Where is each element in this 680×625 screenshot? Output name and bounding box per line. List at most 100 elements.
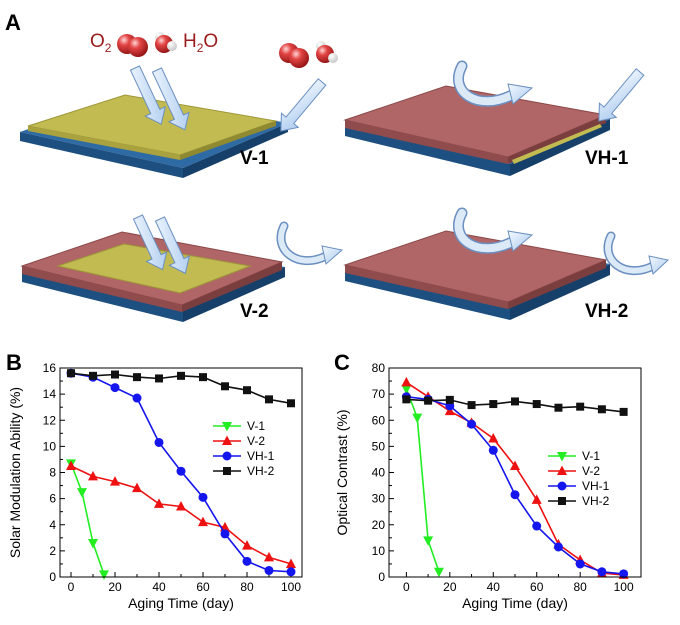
- plot-frame: [59, 367, 303, 578]
- data-point-vh-2: [467, 401, 476, 410]
- data-point-vh-1: [176, 466, 186, 476]
- data-point-vh-2: [199, 373, 207, 382]
- y-tick-label: 0: [378, 570, 385, 584]
- legend-label-v-1: V-1: [247, 419, 265, 433]
- legend: V-1V-2VH-1VH-2: [213, 419, 275, 478]
- data-point-vh-1: [110, 383, 120, 393]
- data-point-v-1: [412, 413, 423, 424]
- data-point-vh-1: [154, 437, 164, 447]
- film-label-vh1: VH-1: [585, 148, 629, 169]
- plot-frame: [388, 367, 642, 578]
- data-point-vh-1: [597, 567, 607, 577]
- data-point-vh-1: [488, 445, 498, 455]
- y-axis-label: Solar Modulation Ability (%): [7, 387, 23, 558]
- h2o-label: H2O: [183, 31, 218, 55]
- data-point-vh-1: [132, 393, 142, 403]
- data-point-vh-2: [243, 386, 251, 395]
- data-point-v-1: [433, 567, 444, 578]
- deflect-arrow-icon: [453, 207, 534, 254]
- data-point-v-2: [198, 516, 208, 527]
- data-point-v-2: [510, 460, 520, 470]
- data-point-vh-2: [554, 403, 563, 412]
- data-point-vh-1: [264, 565, 274, 575]
- legend-marker-v-2: [222, 435, 232, 445]
- y-tick-label: 2: [49, 544, 56, 558]
- y-tick-label: 60: [372, 413, 386, 427]
- film-label-v1: V-1: [240, 148, 269, 169]
- y-tick-label: 0: [49, 570, 56, 584]
- data-point-vh-2: [265, 395, 273, 404]
- data-point-v-2: [401, 376, 412, 387]
- chart-solar-modulation: 0 20 40 60 80 100 0 2 4 6 8 10 12 14 16 Aging Time (da…: [7, 361, 303, 611]
- data-point-vh-2: [67, 369, 75, 378]
- data-point-v-1: [88, 539, 98, 549]
- y-tick-label: 16: [43, 361, 57, 375]
- data-point-vh-2: [597, 405, 606, 414]
- data-point-vh-2: [89, 371, 97, 380]
- x-tick-label: 60: [196, 580, 210, 594]
- data-point-v-2: [264, 551, 274, 562]
- x-tick-label: 100: [281, 580, 301, 594]
- legend: V-1V-2VH-1VH-2: [548, 449, 610, 508]
- panel-label-b: B: [6, 350, 22, 375]
- h2o-molecule-icon: [155, 32, 177, 53]
- y-tick-label: 12: [43, 413, 57, 427]
- data-point-vh-1: [467, 419, 477, 429]
- film-label-vh2: VH-2: [585, 301, 628, 322]
- data-point-v-1: [99, 570, 109, 580]
- film-v2: [20, 231, 285, 322]
- series-line-v-2: [70, 465, 292, 565]
- legend-label-vh-2: VH-2: [247, 464, 275, 478]
- x-tick-label: 80: [573, 580, 587, 594]
- panel-label-a: A: [5, 10, 21, 35]
- data-point-vh-2: [511, 397, 519, 406]
- data-point-v-2: [132, 482, 142, 493]
- data-point-vh-2: [111, 370, 119, 379]
- y-tick-label: 6: [49, 492, 56, 506]
- chart-optical-contrast: 0 20 40 60 80 100 0 10 20 30 40 50 60 70 80 Aging Time…: [334, 361, 642, 611]
- data-point-v-2: [88, 470, 98, 481]
- data-point-vh-1: [220, 529, 230, 539]
- h2o-molecule-icon: [316, 41, 338, 63]
- data-point-vh-2: [489, 400, 498, 409]
- o2-molecule-icon: [279, 43, 309, 68]
- data-point-vh-1: [532, 521, 542, 531]
- legend-label-v-1: V-1: [582, 449, 600, 463]
- data-point-vh-2: [576, 402, 585, 411]
- data-point-vh-1: [286, 567, 296, 577]
- data-point-vh-1: [575, 559, 585, 569]
- data-point-vh-1: [619, 569, 629, 579]
- data-point-v-2: [488, 433, 499, 443]
- y-axis-label: Optical Contrast (%): [334, 409, 350, 535]
- y-tick-label: 40: [372, 466, 386, 480]
- data-point-vh-2: [177, 371, 185, 380]
- legend-marker-vh-2: [223, 467, 231, 475]
- data-point-vh-2: [133, 373, 141, 382]
- data-point-v-1: [401, 384, 412, 395]
- film-vh2: [343, 230, 610, 320]
- data-point-v-2: [242, 540, 252, 550]
- series-line-v-1: [70, 463, 105, 575]
- penetrate-arrow-icon: [598, 68, 645, 122]
- data-point-vh-1: [553, 542, 563, 552]
- data-point-vh-2: [155, 374, 163, 383]
- legend-label-v-2: V-2: [247, 434, 265, 448]
- penetrate-arrow-icon: [132, 214, 168, 271]
- y-tick-label: 30: [372, 492, 386, 506]
- y-tick-label: 4: [49, 518, 56, 532]
- data-point-v-2: [154, 498, 164, 508]
- x-tick-label: 0: [68, 580, 75, 594]
- o2-molecule-icon: [117, 34, 148, 57]
- legend-marker-vh-1: [222, 451, 232, 461]
- legend-label-v-2: V-2: [582, 464, 600, 478]
- film-v1: [20, 94, 288, 178]
- x-axis-label: Aging Time (day): [128, 595, 234, 611]
- deflect-arrow-icon: [276, 221, 344, 266]
- panel-label-c: C: [334, 350, 350, 375]
- data-point-vh-2: [532, 400, 541, 409]
- y-tick-label: 14: [43, 387, 57, 401]
- data-point-v-2: [531, 494, 542, 504]
- y-tick-label: 80: [372, 361, 386, 375]
- data-point-vh-1: [198, 492, 208, 502]
